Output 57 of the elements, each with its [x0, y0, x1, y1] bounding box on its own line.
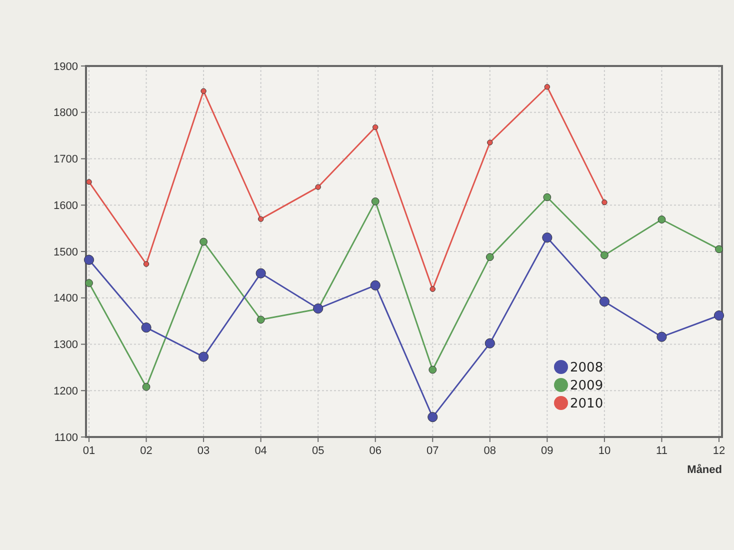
x-tick-label: 12: [712, 445, 726, 457]
point: [714, 310, 724, 321]
point: [430, 286, 436, 292]
x-tick-label: 02: [140, 445, 152, 457]
x-tick-label: 08: [484, 445, 496, 457]
point: [200, 238, 208, 246]
y-tick-label: 1100: [54, 432, 78, 444]
point: [543, 193, 552, 202]
point: [715, 245, 723, 254]
point: [86, 179, 92, 185]
legend-label: 2009: [570, 378, 604, 394]
legend-label: 2008: [570, 360, 604, 376]
point: [428, 366, 437, 374]
y-tick-label: 1200: [54, 385, 78, 398]
y-tick-label: 1600: [54, 200, 78, 212]
point: [370, 280, 380, 290]
x-tick-label: 07: [426, 445, 439, 457]
y-tick-label: 1800: [54, 107, 78, 120]
point: [487, 140, 493, 146]
point: [84, 254, 94, 265]
point: [142, 382, 150, 391]
x-axis-title: Måned: [687, 463, 722, 476]
point: [486, 253, 494, 262]
point: [256, 268, 266, 278]
x-tick-label: 09: [541, 445, 554, 457]
legend-label: 2010: [570, 396, 604, 412]
point: [484, 338, 495, 348]
point: [85, 279, 93, 287]
point: [315, 184, 321, 190]
y-tick-label: 1400: [54, 292, 78, 305]
point: [599, 296, 610, 307]
point: [542, 232, 552, 243]
y-tick-label: 1700: [54, 154, 78, 166]
x-tick-label: 06: [369, 445, 382, 457]
x-tick-label: 05: [312, 445, 324, 457]
y-tick-label: 1500: [54, 246, 78, 258]
x-tick-label: 04: [254, 445, 267, 457]
y-tick-label: 1900: [54, 60, 78, 73]
point: [258, 216, 264, 222]
point: [600, 251, 608, 260]
x-tick-label: 03: [197, 445, 210, 457]
point: [198, 352, 209, 362]
point: [372, 124, 378, 130]
point: [256, 316, 265, 324]
x-tick-label: 10: [598, 445, 611, 457]
point: [141, 322, 152, 333]
point: [200, 88, 206, 94]
point: [658, 216, 666, 224]
x-tick-label: 01: [82, 445, 96, 457]
point: [428, 412, 438, 422]
point: [602, 199, 608, 206]
x-tick-label: 11: [656, 445, 668, 457]
y-tick-label: 1300: [54, 339, 78, 352]
point: [544, 84, 550, 90]
point: [656, 332, 667, 342]
point: [371, 197, 380, 206]
point: [143, 261, 150, 267]
